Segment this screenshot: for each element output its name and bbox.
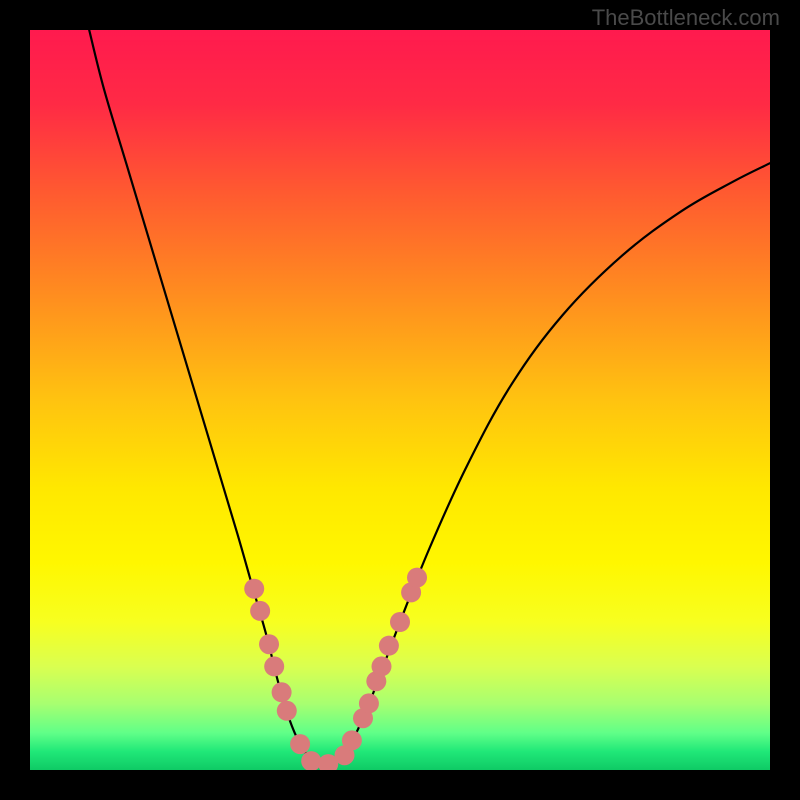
curve-marker [359, 693, 379, 713]
curve-marker [379, 636, 399, 656]
curve-marker [250, 601, 270, 621]
watermark-text: TheBottleneck.com [592, 5, 780, 31]
curve-marker [290, 734, 310, 754]
chart-plot-area [30, 30, 770, 770]
curve-marker [277, 701, 297, 721]
curve-marker [342, 730, 362, 750]
curve-marker [372, 656, 392, 676]
chart-svg [30, 30, 770, 770]
curve-marker [259, 634, 279, 654]
curve-marker [264, 656, 284, 676]
curve-marker [407, 568, 427, 588]
curve-marker [244, 579, 264, 599]
curve-marker [272, 682, 292, 702]
chart-background [30, 30, 770, 770]
curve-marker [390, 612, 410, 632]
